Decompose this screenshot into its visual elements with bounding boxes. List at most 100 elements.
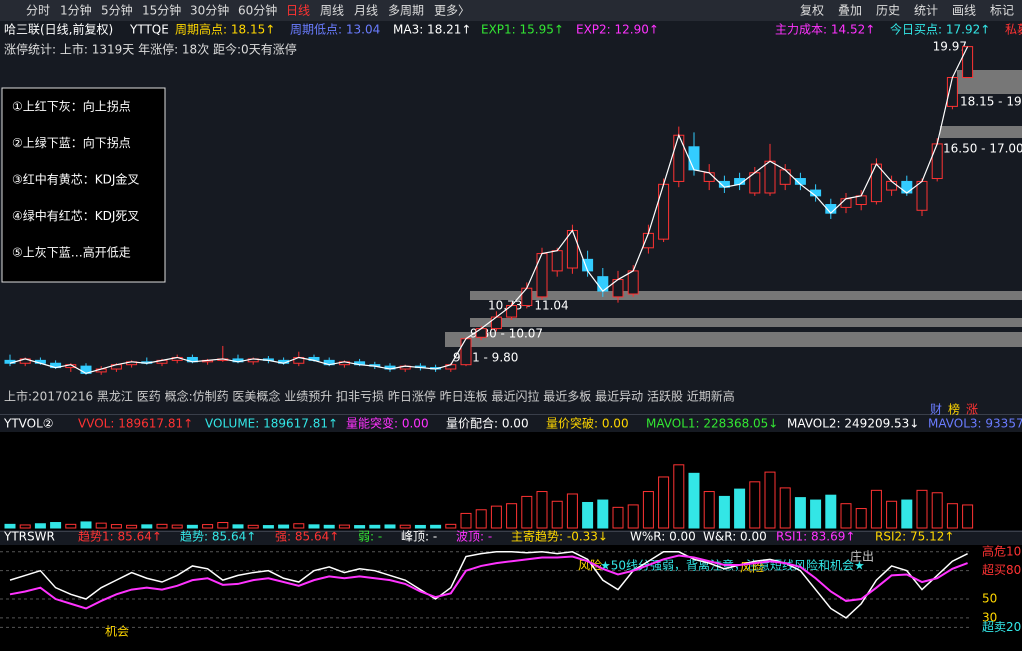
volume-bar [597,499,609,529]
tab[interactable]: 更多〉 [434,4,470,18]
panel-item: 量价突破: 0.00 [546,416,629,431]
volume-bar [734,488,746,529]
indicator-bg [0,545,1022,651]
panel-item: W%R: 0.00 [630,530,696,544]
candle-body [855,195,867,206]
stock-name: 哈三联(日线,前复权) [4,22,113,37]
volume-bar [642,491,654,529]
volume-bar [34,523,46,529]
info-item: 私募 [1005,23,1022,37]
indicator-line [9,551,968,619]
volume-bar [840,503,852,529]
tab[interactable]: 1分钟 [60,3,92,18]
legend-box [1,87,166,283]
note: 风险 [578,558,602,573]
volume-bar [931,492,943,529]
volume-bar [399,524,411,529]
volume-bar [278,524,290,529]
badge[interactable]: 榜 [948,402,960,417]
volume-bar [4,523,16,529]
tool[interactable]: 统计 [914,4,938,18]
note: 庄出 [850,549,874,564]
badge[interactable]: 涨 [966,402,978,417]
info-item: 主力成本: 14.52↑ [775,23,875,37]
panel-name: YTVOL② [3,417,54,431]
panel-item: MAVOL1: 228368.05↓ [646,417,778,431]
volume-bar [779,487,791,529]
legend-item: ③红中有黄芯：KDJ金叉 [12,172,139,187]
tool[interactable]: 画线 [952,4,976,18]
info-item: 周期高点: 18.15↑ [175,22,275,37]
tool[interactable]: 复权 [800,4,824,18]
price-label: 19.97 [933,40,967,54]
volume-bar [749,481,761,529]
tab[interactable]: 周线 [320,4,344,18]
volume-bar [445,523,457,529]
y-tick-label: 超买80 [982,562,1021,577]
candle-body [460,338,472,366]
volume-bar [703,491,715,529]
volume-bar [794,497,806,529]
y-tick-label: 超卖20 [982,619,1021,634]
panel-item: RSI2: 75.12↑ [875,530,954,544]
candle-body [658,183,670,240]
candle-body [931,143,943,180]
volume-bar [110,524,122,529]
tab[interactable]: 60分钟 [238,3,277,18]
volume-bar [551,500,563,529]
tab[interactable]: 15分钟 [142,3,181,18]
info-item: EXP2: 12.90↑ [576,23,659,37]
badge[interactable]: 财 [930,403,942,417]
price-label: 18.15 - 19.0 [960,95,1022,109]
tab[interactable]: 月线 [354,4,378,18]
volume-bar [475,509,487,529]
panel-item: RSI1: 83.69↑ [776,530,855,544]
volume-bar [627,504,639,529]
volume-bar [293,523,305,529]
zone [940,126,1022,138]
volume-bar [962,504,974,529]
candle-body [962,46,974,79]
indicator-line [9,554,968,610]
candle-body [886,180,898,191]
volume-bar [338,524,350,529]
panel-name: YTRSWR [3,530,55,544]
tool[interactable]: 叠加 [838,4,862,18]
volume-bar [308,524,320,529]
candle-body [688,146,700,171]
tab[interactable]: 多周期 [388,4,424,18]
candle-body [916,180,928,211]
volume-bar [855,508,867,529]
panel-item: VVOL: 189617.81↑ [78,417,193,431]
tab[interactable]: 30分钟 [190,3,229,18]
panel-item: 趋势: 85.64↑ [180,530,256,544]
volume-bar [217,522,229,529]
panel-item: MAVOL2: 249209.53↓ [787,417,919,431]
candle-body [870,163,882,203]
candle-body [551,250,563,272]
candle-body [627,270,639,295]
y-tick-label: 30 [982,610,997,624]
volume-bar [566,493,578,529]
volume-bar [612,506,624,529]
panel-item: 主寄趋势: -0.33↓ [511,529,608,544]
volume-bar [384,524,396,529]
candle-body [475,328,487,338]
volume-bar [369,524,381,529]
panel-item: MAVOL3: 93357.91↑ [928,417,1022,431]
volume-bar [870,489,882,529]
tool[interactable]: 历史 [876,4,900,18]
volume-bar [65,523,77,529]
volume-bar [916,489,928,529]
tab[interactable]: 5分钟 [101,3,133,18]
candle-body [840,198,852,208]
candle-body [506,305,518,318]
tab[interactable]: 日线 [286,4,310,18]
toolbar-bg [0,0,1022,21]
legend-item: ⑤上灰下蓝…高开低走 [12,245,131,260]
tab[interactable]: 分时 [26,4,50,18]
price-label: 9.80 - 10.07 [470,327,543,341]
price-label: 16.50 - 17.00 [943,142,1022,156]
tool[interactable]: 标记 [990,4,1014,18]
volume-bar [460,512,472,529]
